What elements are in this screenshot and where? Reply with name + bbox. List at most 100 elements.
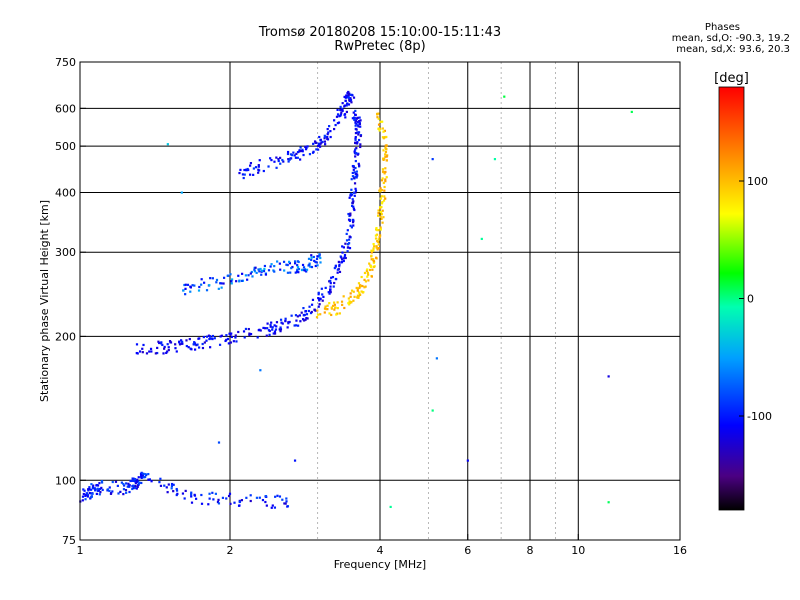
data-point: [81, 495, 85, 498]
data-point: [266, 327, 269, 330]
data-point: [352, 224, 355, 227]
data-point: [214, 492, 217, 495]
data-point: [133, 478, 137, 481]
data-point: [332, 301, 336, 304]
data-point: [274, 495, 277, 498]
data-point: [246, 278, 249, 281]
data-point: [86, 493, 90, 497]
data-point: [435, 357, 438, 360]
data-point: [251, 275, 254, 278]
colorbar-label: [deg]: [714, 71, 749, 86]
data-point: [366, 268, 369, 271]
data-point: [381, 221, 384, 224]
data-point: [92, 484, 95, 487]
data-point: [227, 494, 231, 498]
data-point: [136, 485, 139, 488]
data-point: [163, 347, 166, 350]
data-point: [205, 339, 208, 342]
data-point: [283, 502, 286, 505]
data-point: [378, 236, 381, 239]
data-point: [249, 332, 253, 336]
data-point: [360, 290, 363, 293]
data-point: [272, 269, 275, 272]
data-point: [257, 268, 260, 271]
data-point: [291, 265, 294, 269]
data-point: [127, 484, 130, 487]
data-point: [345, 94, 348, 97]
data-point: [324, 286, 327, 289]
data-point: [382, 158, 385, 161]
data-point: [111, 480, 114, 484]
data-point: [323, 140, 327, 143]
data-point: [207, 334, 211, 337]
chart-title-block: Tromsø 20180208 15:10:00-15:11:43 RwPret…: [180, 26, 580, 54]
data-point: [157, 340, 160, 343]
data-point: [343, 95, 346, 99]
data-point: [285, 500, 288, 503]
data-point: [140, 481, 143, 485]
data-point: [271, 328, 274, 331]
data-point: [355, 170, 358, 173]
data-point: [257, 165, 260, 168]
data-point: [133, 486, 137, 490]
data-point: [318, 135, 321, 139]
data-point: [317, 297, 320, 300]
data-point: [351, 221, 355, 224]
data-point: [263, 267, 266, 271]
data-point: [148, 478, 151, 481]
data-point: [347, 297, 350, 300]
data-point: [378, 234, 382, 237]
data-point: [138, 350, 142, 353]
data-point: [343, 306, 346, 310]
data-point: [265, 334, 268, 337]
data-point: [357, 291, 361, 294]
data-point: [379, 228, 382, 231]
data-point: [265, 504, 268, 507]
data-point: [348, 235, 351, 238]
data-point: [193, 348, 197, 351]
data-point: [128, 490, 131, 494]
data-point: [234, 336, 237, 339]
data-point: [211, 491, 214, 494]
data-point: [222, 282, 225, 285]
data-point: [294, 156, 298, 159]
data-point: [361, 284, 364, 288]
data-point: [384, 155, 387, 158]
data-point: [336, 122, 339, 125]
data-point: [244, 274, 247, 277]
data-point: [174, 343, 177, 346]
data-point: [295, 270, 299, 273]
data-point: [190, 348, 193, 351]
data-point: [346, 250, 349, 253]
data-point: [125, 491, 128, 494]
data-point: [431, 158, 434, 161]
data-point: [238, 504, 241, 507]
data-point: [346, 243, 350, 246]
data-point: [384, 180, 387, 183]
data-point: [132, 479, 135, 482]
data-point: [353, 295, 356, 298]
data-point: [356, 131, 359, 134]
data-point: [335, 313, 338, 316]
data-point: [197, 337, 200, 340]
data-point: [377, 243, 380, 246]
data-point: [169, 341, 172, 344]
data-point: [352, 168, 355, 171]
y-axis: 75 100 200 300 400 500 600 750: [55, 56, 86, 547]
data-point: [270, 321, 273, 324]
data-point: [184, 283, 187, 286]
data-point: [281, 158, 284, 162]
data-point: [348, 247, 352, 250]
data-point: [332, 285, 335, 288]
data-point: [273, 506, 277, 509]
data-point: [346, 229, 349, 232]
data-point: [180, 342, 183, 345]
data-point: [297, 271, 300, 274]
data-point: [317, 293, 320, 296]
data-point: [106, 488, 109, 491]
data-point: [120, 481, 123, 484]
data-point: [156, 351, 159, 355]
data-point: [355, 119, 358, 122]
data-point: [225, 497, 228, 500]
data-point: [348, 97, 351, 100]
